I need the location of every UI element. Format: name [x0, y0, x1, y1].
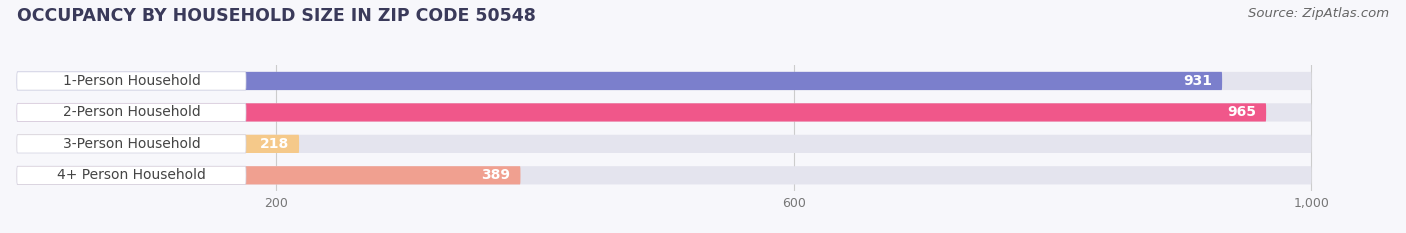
FancyBboxPatch shape [17, 166, 246, 185]
Text: 965: 965 [1227, 105, 1256, 120]
FancyBboxPatch shape [17, 72, 1222, 90]
Text: 389: 389 [481, 168, 510, 182]
Text: Source: ZipAtlas.com: Source: ZipAtlas.com [1249, 7, 1389, 20]
FancyBboxPatch shape [17, 72, 246, 90]
FancyBboxPatch shape [17, 166, 520, 185]
FancyBboxPatch shape [17, 135, 1312, 153]
FancyBboxPatch shape [17, 135, 246, 153]
FancyBboxPatch shape [17, 72, 1312, 90]
Text: 3-Person Household: 3-Person Household [63, 137, 200, 151]
Text: 218: 218 [260, 137, 288, 151]
Text: 1-Person Household: 1-Person Household [62, 74, 201, 88]
FancyBboxPatch shape [17, 103, 1312, 122]
FancyBboxPatch shape [17, 103, 1267, 122]
Text: OCCUPANCY BY HOUSEHOLD SIZE IN ZIP CODE 50548: OCCUPANCY BY HOUSEHOLD SIZE IN ZIP CODE … [17, 7, 536, 25]
FancyBboxPatch shape [17, 135, 299, 153]
FancyBboxPatch shape [17, 103, 246, 122]
Text: 931: 931 [1182, 74, 1212, 88]
FancyBboxPatch shape [17, 166, 1312, 185]
Text: 2-Person Household: 2-Person Household [63, 105, 200, 120]
Text: 4+ Person Household: 4+ Person Household [58, 168, 205, 182]
